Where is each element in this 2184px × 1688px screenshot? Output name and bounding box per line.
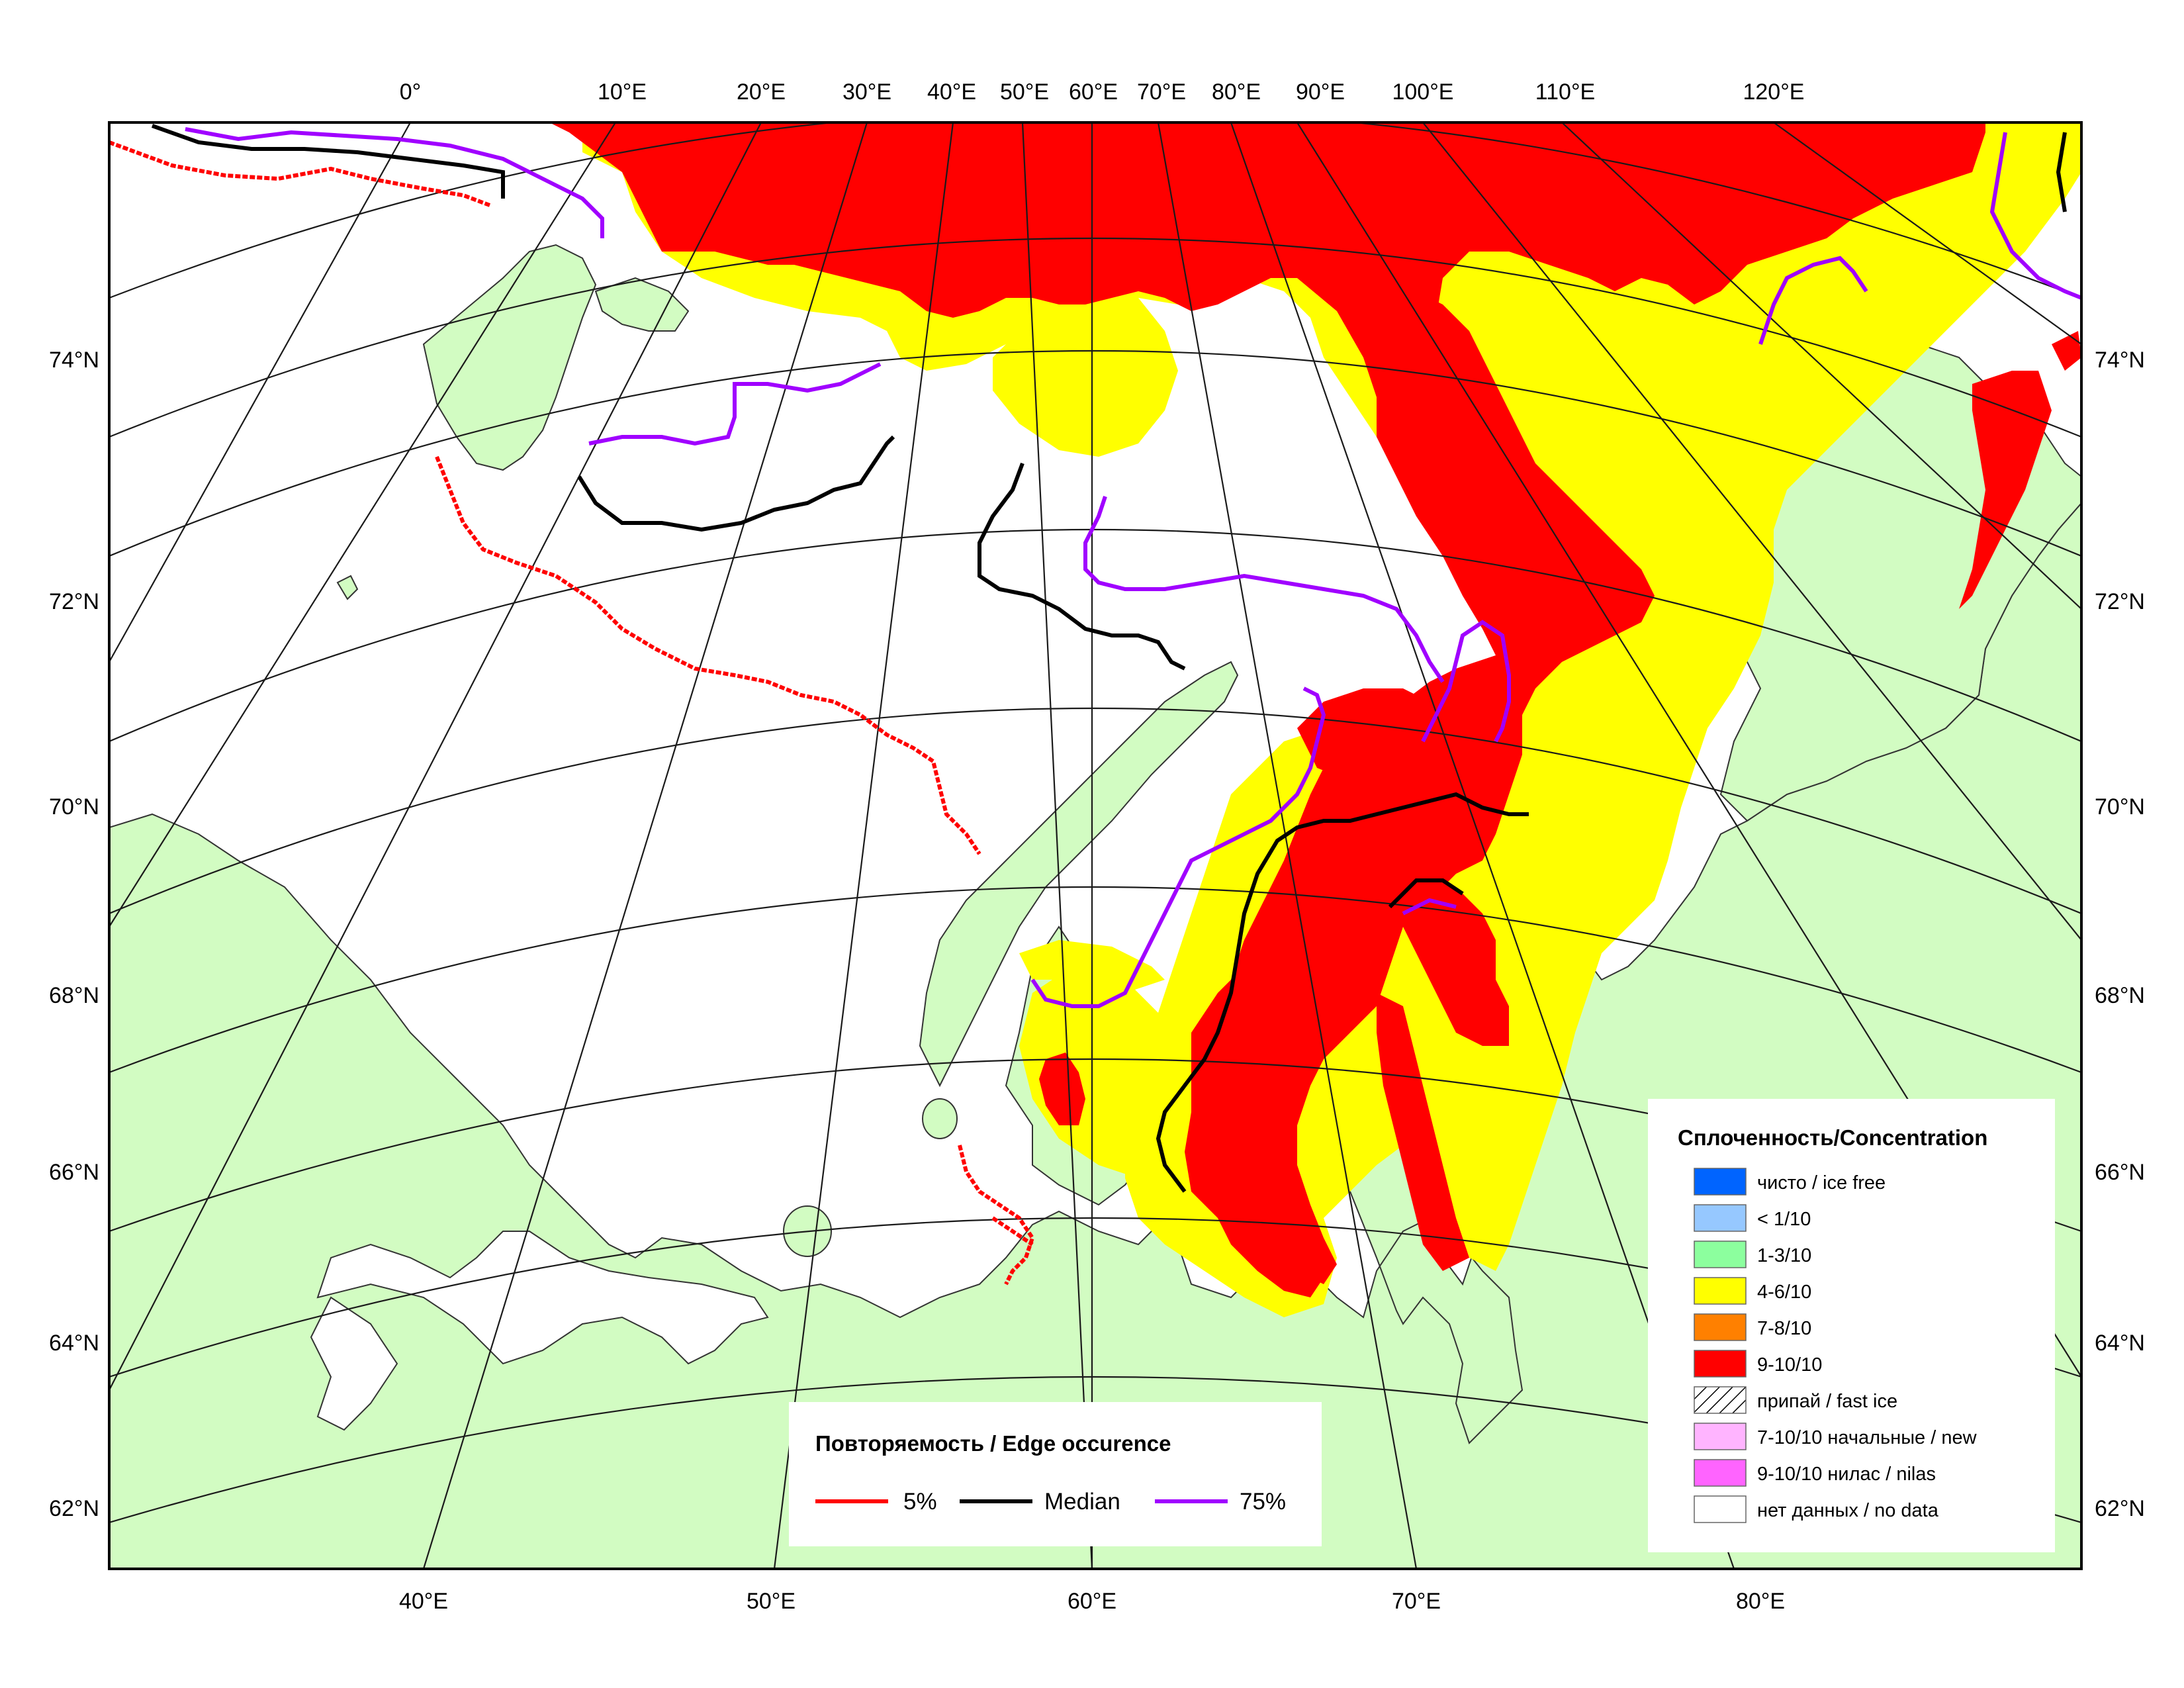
bottom-lon-label: 80°E — [1736, 1589, 1785, 1614]
right-lat-label: 64°N — [2095, 1331, 2145, 1356]
concentration-label: нет данных / no data — [1757, 1500, 1939, 1521]
left-lat-label: 74°N — [49, 348, 99, 373]
ice-9-10-laptev — [1959, 371, 2052, 609]
concentration-swatch — [1694, 1350, 1747, 1378]
top-lon-label: 110°E — [1535, 79, 1595, 105]
top-lon-label: 0° — [400, 79, 422, 105]
top-lon-label: 20°E — [737, 79, 786, 105]
ice-9-10-central-kara — [1297, 688, 1496, 794]
concentration-label: < 1/10 — [1757, 1209, 1811, 1230]
map-frame — [108, 121, 2083, 1570]
right-lat-label: 66°N — [2095, 1160, 2145, 1185]
svalbard-land — [422, 244, 597, 471]
ice-9-10-pechora-patch — [1039, 1053, 1085, 1125]
concentration-label: 4-6/10 — [1757, 1282, 1811, 1303]
concentration-swatch — [1694, 1423, 1747, 1450]
top-lon-label: 120°E — [1743, 79, 1804, 105]
concentration-label: 7-10/10 начальные / new — [1757, 1427, 1978, 1448]
ice-9-10-north — [549, 122, 1985, 371]
bear-island — [336, 575, 359, 600]
top-lon-label: 80°E — [1212, 79, 1261, 105]
right-lat-label: 70°N — [2095, 794, 2145, 820]
concentration-swatch — [1694, 1495, 1747, 1523]
ice-4-6-north — [238, 122, 2081, 1317]
bottom-lon-label: 60°E — [1068, 1589, 1116, 1614]
left-lat-label: 72°N — [49, 589, 99, 614]
left-lat-label: 64°N — [49, 1331, 99, 1356]
concentration-swatch — [1694, 1277, 1747, 1305]
right-lat-label: 72°N — [2095, 589, 2145, 614]
left-latitude-labels: 74°N 72°N 70°N 68°N 66°N 64°N 62°N — [49, 348, 99, 1521]
concentration-label: 1-3/10 — [1757, 1245, 1811, 1266]
right-lat-label: 74°N — [2095, 348, 2145, 373]
edge-legend-label: 5% — [903, 1489, 937, 1515]
edge-legend-label: Median — [1044, 1489, 1120, 1515]
left-lat-label: 68°N — [49, 983, 99, 1008]
nordaustlandet-land — [594, 277, 690, 332]
concentration-swatch — [1694, 1386, 1747, 1414]
ice-4-6-franz-josef — [993, 291, 1178, 457]
concentration-swatch — [1694, 1204, 1747, 1232]
novaya-zemlya-land — [919, 661, 1239, 1088]
concentration-swatch — [1694, 1313, 1747, 1341]
top-lon-label: 10°E — [598, 79, 647, 105]
concentration-swatch — [1694, 1168, 1747, 1196]
edge-legend-label: 75% — [1240, 1489, 1286, 1515]
ice-9-10-yenisei — [1390, 874, 1509, 1046]
top-lon-label: 90°E — [1296, 79, 1345, 105]
concentration-label: чисто / ice free — [1757, 1172, 1886, 1194]
white-sea-gulf — [310, 1296, 398, 1431]
concentration-swatch — [1694, 1241, 1747, 1268]
ice-9-10-laptev-north — [2052, 331, 2081, 371]
concentration-label: 9-10/10 — [1757, 1354, 1822, 1376]
vaygach-island — [922, 1098, 958, 1139]
concentration-label: 7-8/10 — [1757, 1318, 1811, 1339]
right-lat-label: 68°N — [2095, 983, 2145, 1008]
top-lon-label: 70°E — [1137, 79, 1186, 105]
edge-75-percent-lines — [185, 127, 2081, 1008]
concentration-legend: Сплоченность/Concentration чисто / ice f… — [1648, 1099, 2055, 1552]
bottom-longitude-labels: 40°E 50°E 60°E 70°E 80°E — [399, 1589, 1785, 1614]
edge-legend-box — [789, 1402, 1322, 1546]
concentration-legend-title: Сплоченность/Concentration — [1678, 1125, 1987, 1150]
edge-5-percent-lines — [109, 140, 1035, 1286]
top-longitude-labels: 0° 10°E 20°E 30°E 40°E 50°E 60°E 70°E 80… — [400, 79, 1805, 105]
edge-occurrence-legend: Повторяемость / Edge occurence 5% Median… — [789, 1402, 1322, 1546]
right-latitude-labels: 74°N 72°N 70°N 68°N 66°N 64°N 62°N — [2095, 348, 2145, 1521]
bottom-lon-label: 50°E — [747, 1589, 796, 1614]
top-lon-label: 50°E — [1000, 79, 1049, 105]
right-lat-label: 62°N — [2095, 1496, 2145, 1521]
ice-9-10-ob — [1377, 993, 1469, 1271]
white-sea — [316, 1231, 769, 1365]
left-lat-label: 62°N — [49, 1496, 99, 1521]
left-lat-label: 70°N — [49, 794, 99, 820]
top-lon-label: 40°E — [927, 79, 976, 105]
ice-9-10-baidarata — [1191, 953, 1324, 1297]
concentration-swatch — [1694, 1459, 1747, 1487]
top-lon-label: 30°E — [842, 79, 891, 105]
bottom-lon-label: 70°E — [1392, 1589, 1441, 1614]
concentration-label: 9-10/10 нилас / nilas — [1757, 1464, 1936, 1485]
edge-legend-title: Повторяемость / Edge occurence — [815, 1431, 1171, 1456]
edge-median-lines — [151, 124, 2067, 1193]
top-lon-label: 60°E — [1069, 79, 1118, 105]
bottom-lon-label: 40°E — [399, 1589, 448, 1614]
concentration-label: припай / fast ice — [1757, 1391, 1897, 1412]
top-lon-label: 100°E — [1392, 79, 1453, 105]
left-lat-label: 66°N — [49, 1160, 99, 1185]
